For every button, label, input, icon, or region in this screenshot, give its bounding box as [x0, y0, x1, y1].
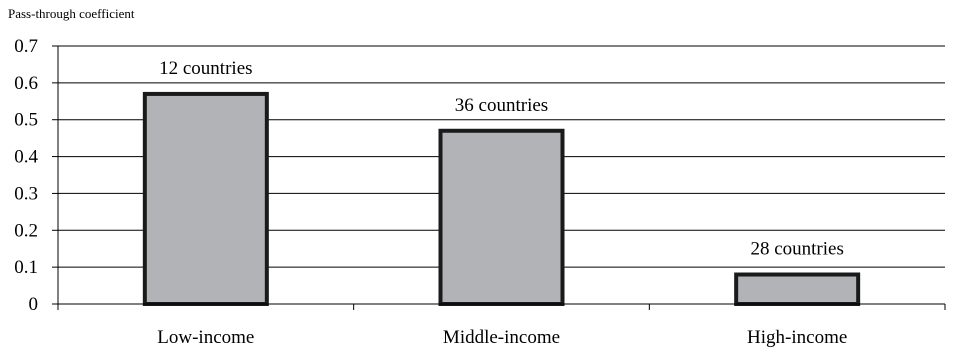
category-label: High-income: [747, 327, 847, 348]
bar: [734, 272, 861, 306]
data-label: 36 countries: [455, 95, 548, 116]
data-label: 28 countries: [750, 239, 843, 260]
bar: [438, 128, 565, 306]
y-tick-label: 0.6: [14, 73, 38, 94]
y-tick-label: 0.2: [14, 220, 38, 241]
category-label: Middle-income: [443, 327, 560, 348]
axes: [57, 46, 946, 310]
y-tick-label: 0: [29, 294, 39, 315]
bar: [142, 91, 269, 306]
bars: [142, 91, 861, 306]
data-labels: 12 countries 36 countries 28 countries: [159, 58, 844, 260]
data-label: 12 countries: [159, 58, 252, 79]
y-tick-label: 0.3: [14, 183, 38, 204]
y-tick-label: 0.4: [14, 147, 38, 168]
category-labels: Low-income Middle-income High-income: [157, 327, 847, 348]
y-tick-label: 0.5: [14, 110, 38, 131]
y-tick-label: 0.7: [14, 36, 38, 57]
y-tick-label: 0.1: [14, 257, 38, 278]
category-label: Low-income: [157, 327, 254, 348]
y-axis-label: Pass-through coefficient: [8, 6, 135, 21]
y-tick-labels: 0 0.1 0.2 0.3 0.4 0.5 0.6 0.7: [14, 36, 38, 315]
